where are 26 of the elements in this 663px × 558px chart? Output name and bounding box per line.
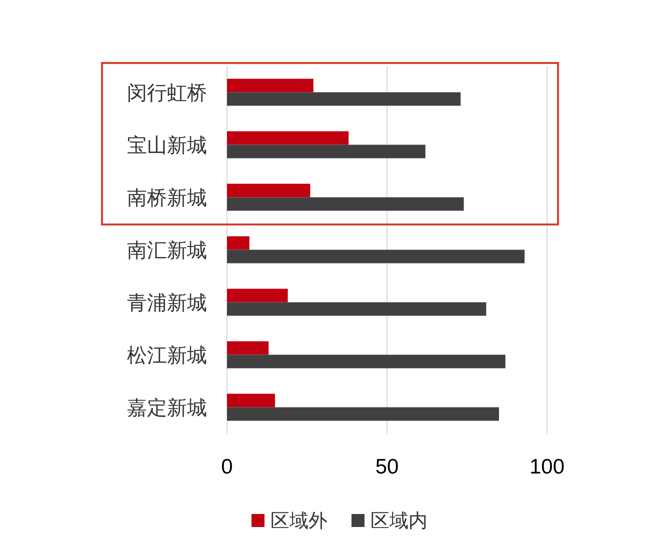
bar bbox=[227, 184, 310, 198]
x-tick-label: 50 bbox=[375, 456, 399, 478]
y-tick-label: 嘉定新城 bbox=[127, 397, 207, 420]
bar bbox=[227, 407, 499, 421]
y-tick-label: 闵行虹桥 bbox=[127, 82, 207, 104]
bar bbox=[227, 354, 506, 368]
y-tick-label: 松江新城 bbox=[127, 344, 207, 367]
bar bbox=[227, 236, 250, 250]
y-tick-label: 宝山新城 bbox=[127, 134, 207, 157]
bar bbox=[227, 302, 486, 316]
bar bbox=[227, 144, 426, 158]
x-tick-label: 100 bbox=[529, 456, 565, 478]
y-tick-label: 青浦新城 bbox=[127, 292, 207, 314]
legend-label: 区域外 bbox=[270, 511, 328, 532]
bar bbox=[227, 78, 314, 92]
y-tick-label: 南桥新城 bbox=[127, 187, 207, 210]
bar bbox=[227, 288, 288, 302]
bar bbox=[227, 197, 464, 211]
bar bbox=[227, 341, 269, 355]
y-tick-label: 南汇新城 bbox=[127, 240, 207, 262]
x-tick-label: 0 bbox=[221, 456, 233, 478]
bar bbox=[227, 394, 275, 408]
bar bbox=[227, 92, 461, 106]
bar bbox=[227, 131, 349, 145]
bar bbox=[227, 250, 525, 264]
legend-label: 区域内 bbox=[370, 511, 428, 532]
